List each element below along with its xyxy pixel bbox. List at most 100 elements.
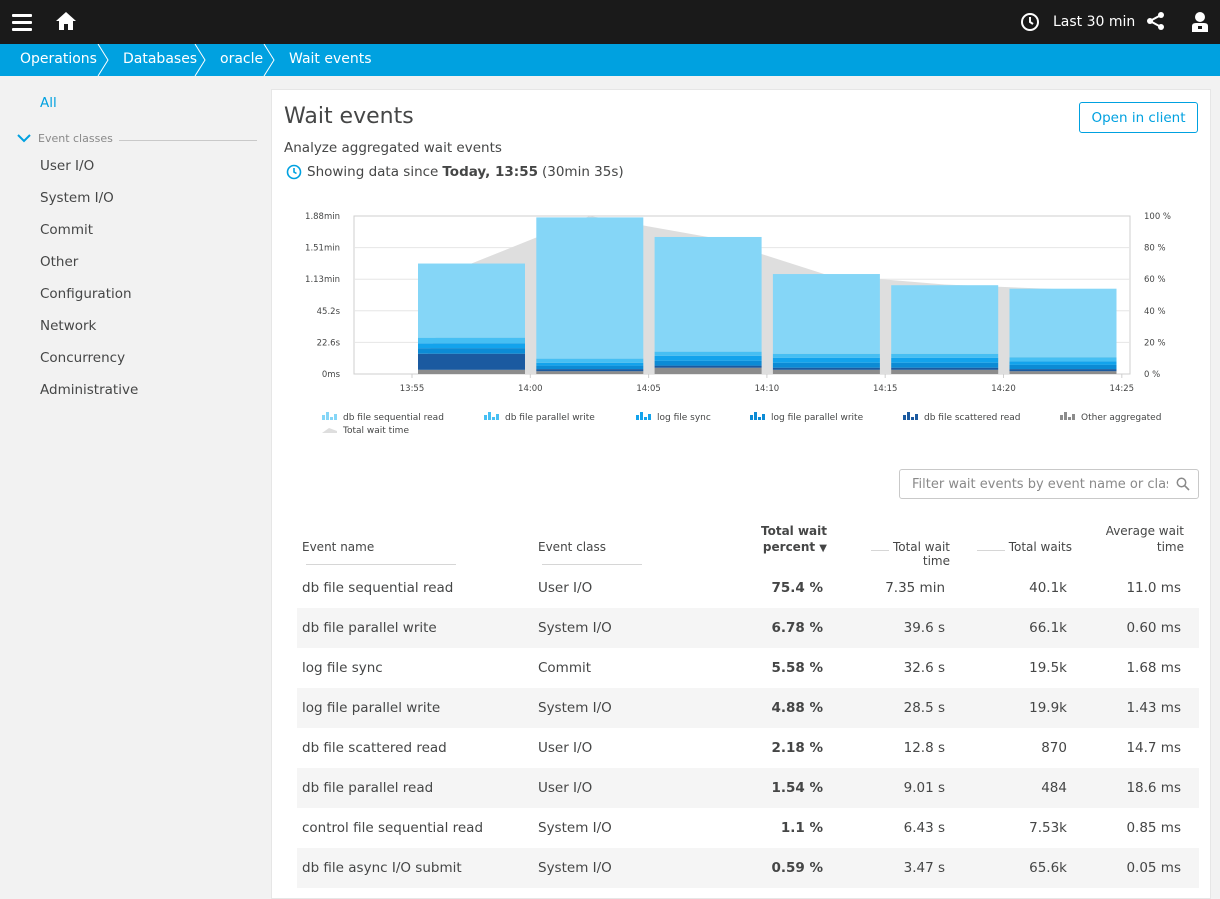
- hamburger-menu-icon[interactable]: [12, 11, 32, 33]
- bar-segment: [654, 351, 762, 356]
- sidebar-item-other[interactable]: Other: [40, 254, 79, 270]
- table-row[interactable]: db file async I/O submit System I/O 0.59 %…: [297, 848, 1199, 888]
- open-in-client-button[interactable]: Open in client: [1079, 102, 1198, 133]
- cell-total-wait-time: 32.6 s: [903, 660, 945, 676]
- timeframe-label: Last 30 min: [1053, 14, 1136, 30]
- bar-segment: [536, 217, 644, 359]
- cell-total-waits: 870: [1041, 740, 1067, 756]
- header-event-class[interactable]: Event class: [538, 540, 708, 568]
- wait-time-chart: 0ms 0 % 22.6s 20 % 45.2s 40 % 1.13min 60 % 1.51m…: [305, 212, 1171, 436]
- bar-segment: [1009, 288, 1117, 358]
- cell-total-wait-time: 9.01 s: [903, 780, 945, 796]
- main-panel: Wait events Analyze aggregated wait even…: [271, 89, 1211, 899]
- bar-segment: [418, 348, 525, 354]
- table-row[interactable]: db file parallel write System I/O 6.78 % 39…: [297, 608, 1199, 648]
- breadcrumb-operations[interactable]: Operations: [0, 44, 109, 76]
- cell-total-wait-percent: 0.59 %: [771, 860, 823, 876]
- showing-since: Today, 13:55: [442, 164, 538, 180]
- bar-segment: [418, 343, 525, 349]
- y-tick-label-right: 60 %: [1144, 275, 1166, 285]
- x-tick-label: 13:55: [400, 384, 425, 394]
- x-tick-label: 14:10: [755, 384, 780, 394]
- table-row[interactable]: db file scattered read User I/O 2.18 % 12.8…: [297, 728, 1199, 768]
- cell-event-name: log file parallel write: [302, 700, 441, 716]
- search-icon[interactable]: [1176, 477, 1190, 491]
- breadcrumb-databases[interactable]: Databases: [103, 44, 206, 76]
- legend-bar-icon: [322, 415, 325, 420]
- bar-segment: [1009, 357, 1117, 362]
- showing-duration: (30min 35s): [541, 164, 624, 180]
- breadcrumb-oracle[interactable]: oracle: [200, 44, 275, 76]
- cell-total-wait-time: 39.6 s: [903, 620, 945, 636]
- legend-bar-icon: [492, 417, 495, 420]
- sidebar-item-system-io[interactable]: System I/O: [40, 190, 114, 206]
- section-divider: [118, 139, 257, 141]
- table-row[interactable]: db file sequential read User I/O 75.4 % 7.3…: [297, 568, 1199, 608]
- header-divider: [306, 564, 456, 565]
- cell-average-wait-time: 14.7 ms: [1126, 740, 1181, 756]
- bar-segment: [654, 236, 762, 352]
- legend-bar-icon: [907, 412, 910, 420]
- timeframe-selector[interactable]: Last 30 min: [1020, 10, 1135, 34]
- breadcrumb-wait-events[interactable]: Wait events: [269, 44, 386, 76]
- y-tick-label-left: 22.6s: [317, 338, 341, 348]
- header-average-wait-time[interactable]: Average wait time: [1082, 524, 1184, 554]
- cell-total-wait-percent: 1.1 %: [780, 820, 823, 836]
- legend-bar-icon: [1072, 414, 1075, 420]
- sidebar-item-network[interactable]: Network: [40, 318, 97, 334]
- header-event-name[interactable]: Event name: [302, 540, 524, 568]
- header-total-wait-percent[interactable]: Total wait percent ▼: [717, 524, 827, 554]
- sidebar-item-configuration[interactable]: Configuration: [40, 286, 132, 302]
- sidebar-section-event-classes[interactable]: Event classes: [17, 130, 257, 146]
- y-tick-label-right: 20 %: [1144, 338, 1166, 348]
- legend-bar-icon: [1068, 417, 1071, 420]
- bar-segment: [891, 369, 999, 374]
- table-row[interactable]: log file parallel write System I/O 4.88 % 2…: [297, 688, 1199, 728]
- header-label: percent: [762, 540, 816, 554]
- bar-segment: [654, 355, 762, 361]
- chevron-right-icon: [263, 44, 275, 76]
- cell-event-class: System I/O: [538, 620, 612, 636]
- bar-segment: [536, 365, 644, 370]
- header-total-waits[interactable]: Total waits: [967, 540, 1072, 554]
- y-tick-label-right: 80 %: [1144, 244, 1166, 254]
- cell-total-wait-percent: 6.78 %: [771, 620, 823, 636]
- legend-label: log file sync: [657, 413, 711, 423]
- header-divider: [976, 550, 1005, 551]
- sidebar-section-label: Event classes: [38, 131, 113, 145]
- table-body: db file sequential read User I/O 75.4 % 7.3…: [297, 568, 1199, 888]
- table-row[interactable]: db file parallel read User I/O 1.54 % 9.01 …: [297, 768, 1199, 808]
- bar-segment: [772, 357, 880, 363]
- cell-average-wait-time: 0.85 ms: [1126, 820, 1181, 836]
- header-label: Event class: [538, 540, 606, 554]
- sidebar-item-user-io[interactable]: User I/O: [40, 158, 95, 174]
- sidebar-item-all[interactable]: All: [40, 95, 57, 111]
- header-label: time: [1156, 540, 1184, 554]
- cell-event-name: db file parallel read: [302, 780, 434, 796]
- cell-event-name: db file async I/O submit: [302, 860, 462, 876]
- table-row[interactable]: log file sync Commit 5.58 % 32.6 s 19.5k 1.68…: [297, 648, 1199, 688]
- filter-input[interactable]: [900, 470, 1168, 498]
- sidebar-item-concurrency[interactable]: Concurrency: [40, 350, 126, 366]
- header-divider: [870, 550, 889, 551]
- cell-average-wait-time: 1.68 ms: [1126, 660, 1181, 676]
- cell-average-wait-time: 0.05 ms: [1126, 860, 1181, 876]
- sidebar-item-administrative[interactable]: Administrative: [40, 382, 139, 398]
- cell-event-class: System I/O: [538, 860, 612, 876]
- legend-label: db file sequential read: [343, 413, 444, 423]
- sidebar-item-commit[interactable]: Commit: [40, 222, 94, 238]
- sort-descending-icon: ▼: [819, 543, 827, 554]
- header-total-wait-time[interactable]: Total wait time: [842, 540, 950, 568]
- table-row[interactable]: control file sequential read System I/O 1.…: [297, 808, 1199, 848]
- top-bar: Last 30 min: [0, 0, 1220, 44]
- home-icon[interactable]: [55, 10, 77, 32]
- user-icon[interactable]: [1190, 11, 1210, 33]
- share-icon[interactable]: [1146, 11, 1166, 31]
- timeframe-info: Showing data since Today, 13:55 (30min 3…: [286, 164, 624, 180]
- bar-segment: [1009, 364, 1117, 370]
- legend-bar-icon: [754, 412, 757, 420]
- cell-event-name: db file sequential read: [302, 580, 454, 596]
- legend-bar-icon: [911, 417, 914, 420]
- bar-segment: [1009, 371, 1117, 374]
- cell-event-class: System I/O: [538, 820, 612, 836]
